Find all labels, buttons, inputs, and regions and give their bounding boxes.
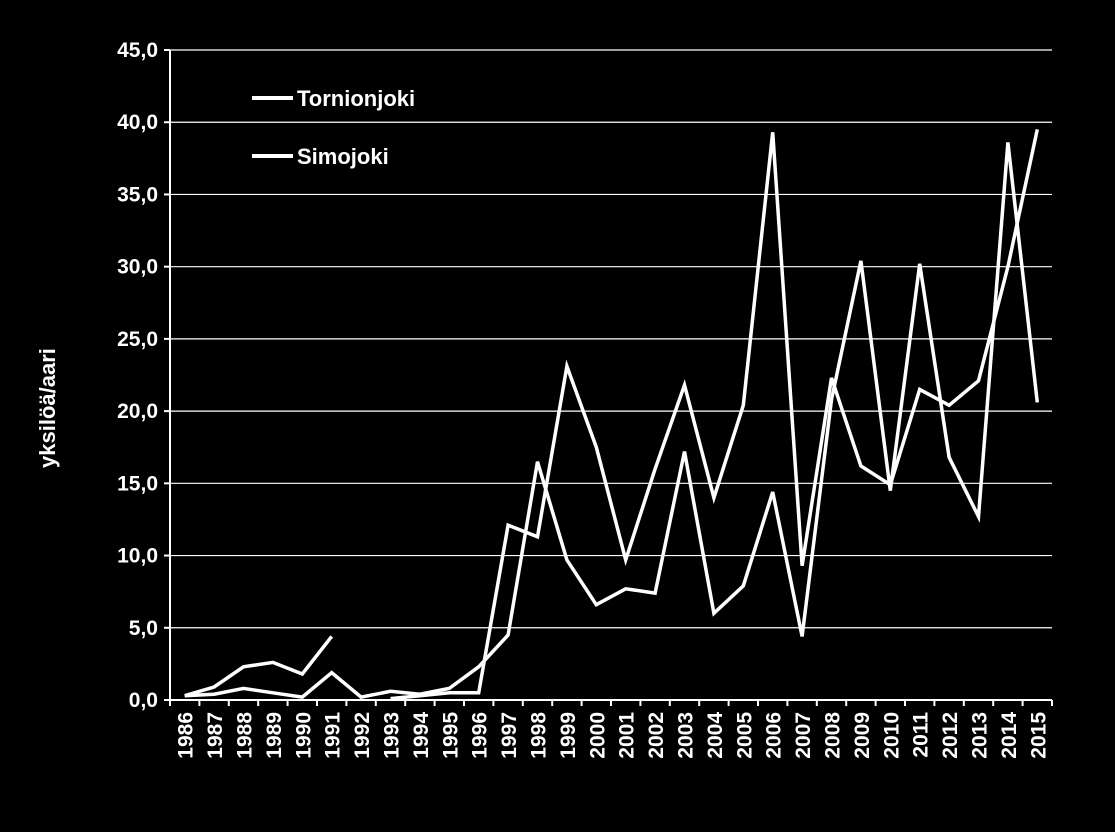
x-tick-label: 1990 — [292, 712, 315, 759]
x-tick-label: 1996 — [469, 712, 492, 759]
y-tick-label: 0,0 — [129, 689, 158, 712]
x-tick-label: 2006 — [763, 712, 786, 759]
x-tick-label: 1997 — [498, 712, 521, 759]
x-tick-label: 2007 — [792, 712, 815, 759]
y-tick-label: 25,0 — [117, 328, 158, 351]
x-tick-label: 1987 — [204, 712, 227, 759]
y-tick-label: 45,0 — [117, 39, 158, 62]
x-tick-label: 2010 — [880, 712, 903, 759]
x-tick-label: 2011 — [910, 712, 933, 758]
x-tick-label: 1986 — [175, 712, 198, 759]
y-tick-label: 30,0 — [117, 256, 158, 279]
y-tick-label: 15,0 — [117, 472, 158, 495]
y-tick-label: 35,0 — [117, 183, 158, 206]
x-tick-label: 2002 — [645, 712, 668, 759]
x-tick-label: 1998 — [528, 712, 551, 759]
x-tick-label: 2001 — [616, 712, 639, 759]
legend: Tornionjoki Simojoki — [252, 86, 415, 169]
series-line-tornionjoki — [184, 129, 1040, 701]
series-lines — [184, 129, 1040, 701]
x-tick-label: 2005 — [733, 712, 756, 759]
legend-label-tornionjoki: Tornionjoki — [297, 86, 415, 111]
y-tick-label: 40,0 — [117, 111, 158, 134]
x-tick-label: 2003 — [675, 712, 698, 759]
x-tick-label: 2012 — [939, 712, 962, 759]
x-tick-label: 2015 — [1027, 712, 1050, 759]
gridlines — [170, 49, 1052, 629]
series-line-simojoki — [184, 142, 1040, 699]
x-tick-label: 1989 — [263, 712, 286, 759]
x-tick-label: 2013 — [969, 712, 992, 759]
y-axis-label: yksilöä/aari — [35, 348, 60, 468]
y-tick-label: 20,0 — [117, 400, 158, 423]
x-tick-label: 1994 — [410, 712, 433, 759]
y-tick-label: 5,0 — [129, 617, 158, 640]
x-tick-label: 1992 — [351, 712, 374, 759]
x-tick-label: 1991 — [322, 712, 345, 759]
x-axis-ticks: 1986 1987 1988 1989 1990 1991 1992 1993 1994 1995… — [169, 700, 1053, 759]
x-tick-label: 1993 — [381, 712, 404, 759]
y-tick-label: 10,0 — [117, 545, 158, 568]
x-tick-label: 2004 — [704, 712, 727, 759]
y-axis-ticks: 0,0 5,0 10,0 15,0 20,0 25,0 30,0 35,0 40,0 45,0 — [117, 39, 170, 712]
legend-label-simojoki: Simojoki — [297, 144, 389, 169]
x-tick-label: 1999 — [557, 712, 580, 759]
x-tick-label: 1988 — [234, 712, 257, 759]
x-tick-label: 2008 — [822, 712, 845, 759]
x-tick-label: 2000 — [586, 712, 609, 759]
x-tick-label: 2009 — [851, 712, 874, 759]
x-tick-label: 1995 — [439, 712, 462, 759]
x-tick-label: 2014 — [998, 712, 1021, 759]
